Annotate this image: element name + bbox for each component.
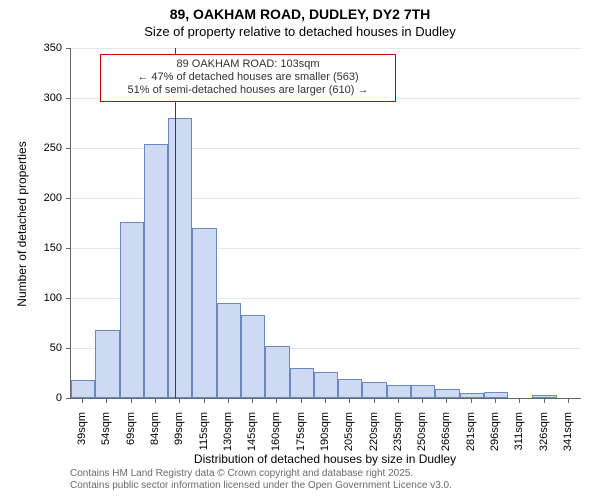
ytick-label: 300 (30, 92, 62, 104)
ytick-mark (66, 298, 71, 299)
xtick-label: 235sqm (392, 412, 404, 462)
histogram-bar (265, 346, 289, 398)
xtick-label: 84sqm (149, 412, 161, 462)
xtick-mark (398, 398, 399, 403)
chart-subtitle: Size of property relative to detached ho… (0, 24, 600, 39)
histogram-bar (217, 303, 241, 398)
histogram-bar (168, 118, 192, 398)
ytick-mark (66, 248, 71, 249)
xtick-mark (349, 398, 350, 403)
histogram-bar (338, 379, 362, 398)
xtick-label: 281sqm (465, 412, 477, 462)
ytick-mark (66, 148, 71, 149)
histogram-bar (314, 372, 338, 398)
footer-line-1: Contains HM Land Registry data © Crown c… (70, 468, 452, 480)
xtick-mark (155, 398, 156, 403)
histogram-bar (411, 385, 435, 398)
histogram-bar (435, 389, 459, 398)
histogram-bar (71, 380, 95, 398)
ytick-label: 250 (30, 142, 62, 154)
histogram-bar (192, 228, 216, 398)
histogram-bar (290, 368, 314, 398)
xtick-label: 99sqm (173, 412, 185, 462)
xtick-label: 69sqm (125, 412, 137, 462)
ytick-mark (66, 198, 71, 199)
xtick-label: 175sqm (295, 412, 307, 462)
xtick-mark (276, 398, 277, 403)
histogram-bar (120, 222, 144, 398)
xtick-label: 39sqm (76, 412, 88, 462)
histogram-bar (144, 144, 168, 398)
annotation-line-2: 51% of semi-detached houses are larger (… (107, 84, 389, 97)
xtick-mark (471, 398, 472, 403)
histogram-bar (362, 382, 386, 398)
ytick-mark (66, 48, 71, 49)
xtick-mark (82, 398, 83, 403)
annotation-box: 89 OAKHAM ROAD: 103sqm← 47% of detached … (100, 54, 396, 102)
histogram-bar (460, 393, 484, 398)
xtick-mark (374, 398, 375, 403)
ytick-label: 50 (30, 342, 62, 354)
histogram-bar (532, 395, 556, 398)
xtick-label: 341sqm (562, 412, 574, 462)
xtick-label: 326sqm (538, 412, 550, 462)
xtick-mark (446, 398, 447, 403)
xtick-mark (131, 398, 132, 403)
xtick-mark (519, 398, 520, 403)
histogram-bar (95, 330, 119, 398)
xtick-mark (301, 398, 302, 403)
ytick-mark (66, 98, 71, 99)
ytick-label: 350 (30, 42, 62, 54)
ytick-label: 100 (30, 292, 62, 304)
xtick-label: 205sqm (343, 412, 355, 462)
xtick-label: 250sqm (416, 412, 428, 462)
footer-attribution: Contains HM Land Registry data © Crown c… (70, 468, 452, 492)
xtick-mark (106, 398, 107, 403)
xtick-label: 220sqm (368, 412, 380, 462)
xtick-label: 311sqm (513, 412, 525, 462)
xtick-label: 190sqm (319, 412, 331, 462)
ytick-mark (66, 398, 71, 399)
xtick-label: 160sqm (270, 412, 282, 462)
chart-title: 89, OAKHAM ROAD, DUDLEY, DY2 7TH (0, 6, 600, 22)
xtick-mark (252, 398, 253, 403)
xtick-label: 145sqm (246, 412, 258, 462)
annotation-line-1: ← 47% of detached houses are smaller (56… (107, 71, 389, 84)
y-axis-label: Number of detached properties (15, 49, 29, 399)
histogram-bar (241, 315, 265, 398)
ytick-mark (66, 348, 71, 349)
xtick-label: 115sqm (198, 412, 210, 462)
xtick-mark (179, 398, 180, 403)
xtick-mark (544, 398, 545, 403)
ytick-label: 150 (30, 242, 62, 254)
histogram-bar (387, 385, 411, 398)
xtick-label: 296sqm (489, 412, 501, 462)
xtick-mark (228, 398, 229, 403)
xtick-mark (422, 398, 423, 403)
xtick-label: 130sqm (222, 412, 234, 462)
xtick-label: 266sqm (440, 412, 452, 462)
gridline (71, 48, 581, 49)
xtick-mark (568, 398, 569, 403)
xtick-mark (495, 398, 496, 403)
ytick-label: 0 (30, 392, 62, 404)
ytick-label: 200 (30, 192, 62, 204)
xtick-label: 54sqm (100, 412, 112, 462)
xtick-mark (325, 398, 326, 403)
annotation-line-0: 89 OAKHAM ROAD: 103sqm (107, 58, 389, 71)
footer-line-2: Contains public sector information licen… (70, 480, 452, 492)
xtick-mark (204, 398, 205, 403)
